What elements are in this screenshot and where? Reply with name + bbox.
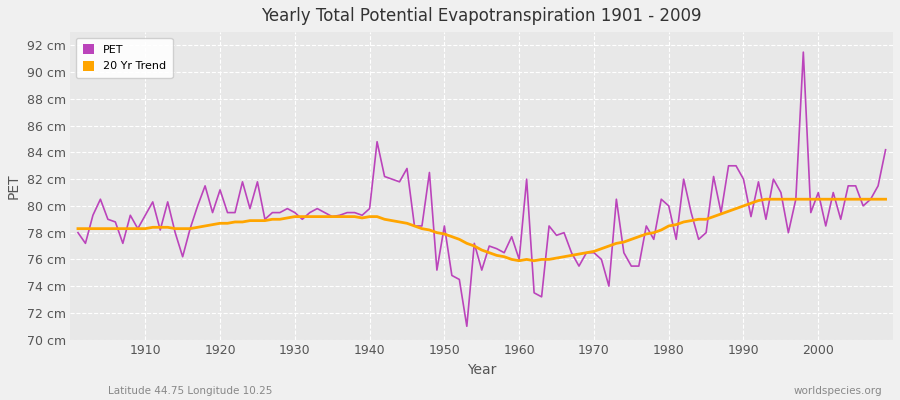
20 Yr Trend bbox=[521, 257, 532, 262]
20 Yr Trend bbox=[880, 197, 891, 202]
PET bbox=[342, 210, 353, 215]
20 Yr Trend bbox=[342, 214, 353, 219]
PET bbox=[462, 324, 472, 329]
Line: 20 Yr Trend: 20 Yr Trend bbox=[78, 199, 886, 261]
PET bbox=[297, 217, 308, 222]
20 Yr Trend bbox=[132, 226, 143, 231]
Title: Yearly Total Potential Evapotranspiration 1901 - 2009: Yearly Total Potential Evapotranspiratio… bbox=[262, 7, 702, 25]
PET bbox=[611, 197, 622, 202]
20 Yr Trend bbox=[297, 214, 308, 219]
20 Yr Trend bbox=[507, 257, 517, 262]
20 Yr Trend bbox=[514, 258, 525, 263]
Y-axis label: PET: PET bbox=[7, 173, 21, 199]
X-axis label: Year: Year bbox=[467, 363, 497, 377]
PET bbox=[132, 226, 143, 231]
20 Yr Trend bbox=[760, 197, 771, 202]
Legend: PET, 20 Yr Trend: PET, 20 Yr Trend bbox=[76, 38, 173, 78]
Line: PET: PET bbox=[78, 52, 886, 326]
PET bbox=[73, 230, 84, 235]
Text: Latitude 44.75 Longitude 10.25: Latitude 44.75 Longitude 10.25 bbox=[108, 386, 273, 396]
PET bbox=[514, 257, 525, 262]
Text: worldspecies.org: worldspecies.org bbox=[794, 386, 882, 396]
20 Yr Trend bbox=[73, 226, 84, 231]
20 Yr Trend bbox=[611, 241, 622, 246]
PET bbox=[880, 147, 891, 152]
PET bbox=[521, 177, 532, 182]
PET bbox=[798, 50, 809, 54]
